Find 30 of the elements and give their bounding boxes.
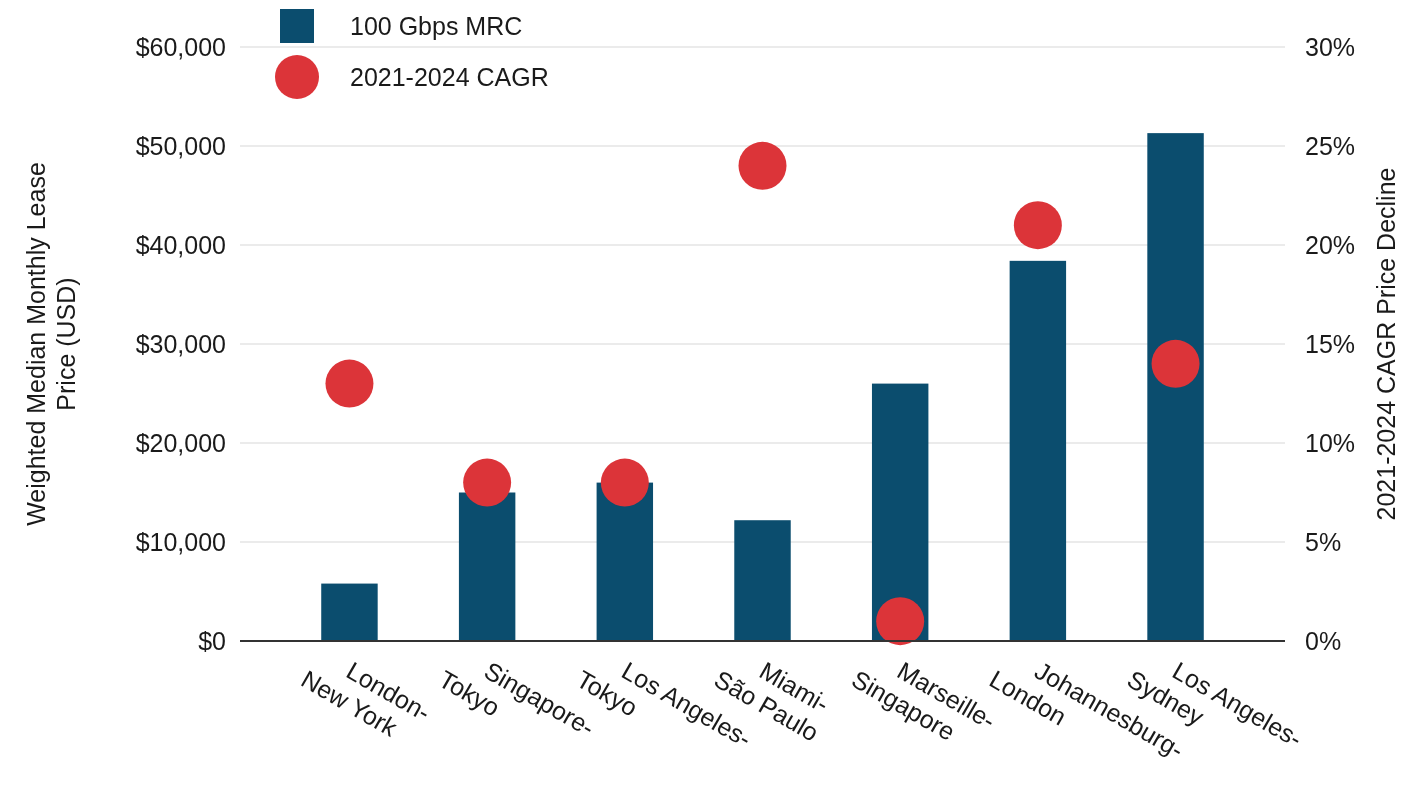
point: [738, 141, 787, 190]
point: [600, 458, 649, 507]
bar: [458, 492, 516, 641]
point: [325, 359, 374, 408]
y2-tick-label: 10%: [1305, 428, 1356, 457]
y-tick-label: $30,000: [135, 329, 226, 358]
point: [463, 458, 512, 507]
bar: [734, 520, 791, 641]
y-tick-label: $60,000: [135, 32, 226, 61]
y-axis-title: Weighted Median Monthly Lease Price (USD): [22, 162, 80, 526]
point: [1013, 201, 1062, 250]
y-tick-label: $20,000: [135, 428, 226, 457]
bar: [1009, 260, 1067, 641]
y2-axis-title: 2021-2024 CAGR Price Decline: [1372, 167, 1400, 521]
y-tick-label: $10,000: [135, 527, 226, 556]
point: [876, 597, 925, 646]
y-tick-label: $40,000: [135, 230, 226, 259]
bar: [1147, 133, 1204, 641]
y-tick-label: $0: [198, 626, 226, 655]
y2-tick-label: 0%: [1305, 626, 1342, 655]
y2-tick-label: 30%: [1305, 32, 1356, 61]
y2-tick-label: 15%: [1305, 329, 1356, 358]
legend-label: 2021-2024 CAGR: [350, 62, 549, 91]
bar: [321, 583, 378, 641]
y-tick-label: $50,000: [135, 131, 226, 160]
y2-tick-label: 20%: [1305, 230, 1356, 259]
point: [1151, 339, 1200, 388]
y2-tick-label: 25%: [1305, 131, 1356, 160]
y2-tick-label: 5%: [1305, 527, 1342, 556]
legend-label: 100 Gbps MRC: [350, 11, 523, 40]
